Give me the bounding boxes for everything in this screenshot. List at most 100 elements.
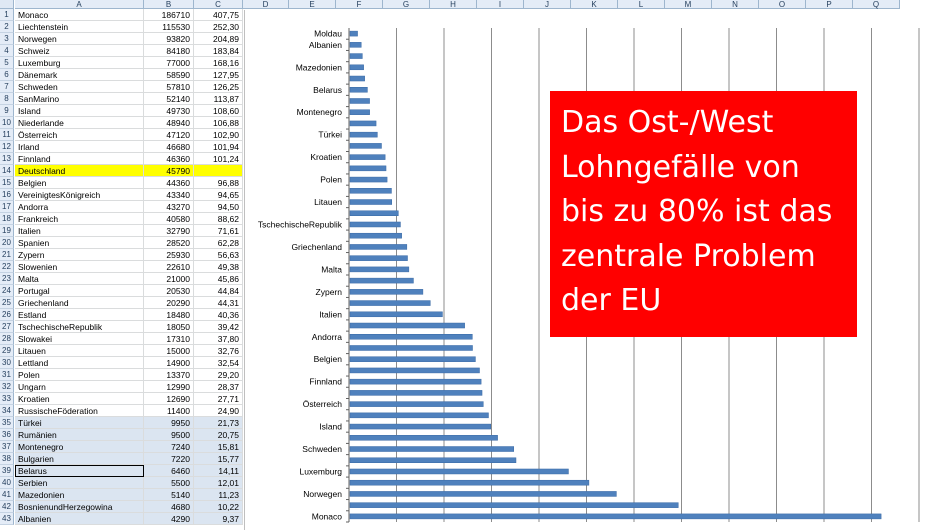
cell-country[interactable]: TschechischeRepublik [15,321,144,333]
cell-country[interactable]: Bulgarien [15,453,144,465]
cell-country[interactable]: Norwegen [15,33,144,45]
cell-country[interactable]: Spanien [15,237,144,249]
cell-income[interactable]: 13370 [144,369,194,381]
cell-percent[interactable]: 62,28 [194,237,243,249]
cell-percent[interactable]: 14,11 [194,465,243,477]
column-header-f[interactable]: F [336,0,383,9]
bar-belarus[interactable] [349,87,368,93]
cell-percent[interactable]: 106,88 [194,117,243,129]
row-header[interactable]: 16 [0,189,14,201]
bar-bosnienundherzegowina[interactable] [349,53,363,59]
cell-country[interactable]: BosnienundHerzegowina [15,501,144,513]
cell-income[interactable]: 45790 [144,165,194,177]
cell-income[interactable]: 17310 [144,333,194,345]
cell-percent[interactable]: 15,77 [194,453,243,465]
row-header[interactable]: 21 [0,249,14,261]
cell-country[interactable]: Estland [15,309,144,321]
bar-spanien[interactable] [349,300,431,306]
cell-income[interactable]: 47120 [144,129,194,141]
column-header-j[interactable]: J [524,0,571,9]
bar-slowenien[interactable] [349,277,414,284]
cell-percent[interactable]: 94,50 [194,201,243,213]
cell-percent[interactable]: 49,38 [194,261,243,273]
bar-monaco[interactable] [349,513,882,520]
bar-albanien[interactable] [349,42,362,48]
cell-country[interactable]: Malta [15,273,144,285]
cell-country[interactable]: Slowakei [15,333,144,345]
cell-country[interactable]: Rumänien [15,429,144,441]
cell-percent[interactable]: 183,84 [194,45,243,57]
column-header-n[interactable]: N [712,0,759,9]
cell-country[interactable]: Belarus [15,465,144,477]
cell-income[interactable]: 7220 [144,453,194,465]
row-header[interactable]: 30 [0,357,14,369]
cell-country[interactable]: Luxemburg [15,57,144,69]
row-header[interactable]: 19 [0,225,14,237]
bar-dänemark[interactable] [349,457,517,463]
bar-ungarn[interactable] [349,165,387,172]
cell-percent[interactable]: 204,89 [194,33,243,45]
row-header[interactable]: 38 [0,453,14,465]
cell-percent[interactable]: 10,22 [194,501,243,513]
cell-percent[interactable]: 45,86 [194,273,243,285]
cell-country[interactable]: Portugal [15,285,144,297]
cell-country[interactable]: Türkei [15,417,144,429]
row-header[interactable]: 4 [0,45,14,57]
column-header-l[interactable]: L [618,0,665,9]
bar-schweiz[interactable] [349,479,590,486]
cell-country[interactable]: Monaco [15,9,144,21]
column-header-e[interactable]: E [289,0,336,9]
bar-serbien[interactable] [349,75,365,82]
row-header[interactable]: 15 [0,177,14,189]
cell-percent[interactable]: 113,87 [194,93,243,105]
row-header[interactable]: 31 [0,369,14,381]
bar-estland[interactable] [349,232,402,239]
bar-polen[interactable] [349,176,388,183]
cell-country[interactable]: Andorra [15,201,144,213]
cell-country[interactable]: Litauen [15,345,144,357]
cell-income[interactable]: 57810 [144,81,194,93]
cell-country[interactable]: Liechtenstein [15,21,144,33]
bar-luxemburg[interactable] [349,468,569,475]
bar-rumänien[interactable] [349,120,377,127]
row-header[interactable]: 24 [0,285,14,297]
row-header[interactable]: 27 [0,321,14,333]
cell-percent[interactable]: 32,76 [194,345,243,357]
cell-income[interactable]: 7240 [144,441,194,453]
cell-income[interactable]: 25930 [144,249,194,261]
bar-kroatien[interactable] [349,154,386,160]
cell-income[interactable]: 43340 [144,189,194,201]
cell-income[interactable]: 15000 [144,345,194,357]
cell-percent[interactable]: 101,94 [194,141,243,153]
bar-liechtenstein[interactable] [349,502,679,508]
cell-percent[interactable]: 21,73 [194,417,243,429]
cell-percent[interactable]: 44,84 [194,285,243,297]
cell-percent[interactable]: 27,71 [194,393,243,405]
cell-country[interactable]: Österreich [15,129,144,141]
column-header-b[interactable]: B [144,0,194,9]
cell-percent[interactable]: 252,30 [194,21,243,33]
cell-income[interactable]: 48940 [144,117,194,129]
cell-percent[interactable]: 40,36 [194,309,243,321]
cell-percent[interactable]: 71,61 [194,225,243,237]
cell-income[interactable]: 5500 [144,477,194,489]
cell-country[interactable]: Kroatien [15,393,144,405]
column-header-c[interactable]: C [194,0,243,9]
cell-percent[interactable]: 108,60 [194,105,243,117]
row-header[interactable]: 8 [0,93,14,105]
cell-income[interactable]: 4290 [144,513,194,525]
cell-income[interactable]: 12990 [144,381,194,393]
bar-malta[interactable] [349,266,410,273]
cell-income[interactable]: 9500 [144,429,194,441]
cell-income[interactable]: 52140 [144,93,194,105]
cell-income[interactable]: 93820 [144,33,194,45]
bar-zypern[interactable] [349,289,424,295]
cell-country[interactable]: Montenegro [15,441,144,453]
cell-percent[interactable]: 12,01 [194,477,243,489]
cell-country[interactable]: Schweden [15,81,144,93]
cell-percent[interactable]: 20,75 [194,429,243,441]
cell-country[interactable]: Zypern [15,249,144,261]
bar-sanmarino[interactable] [349,435,498,441]
cell-percent[interactable]: 168,16 [194,57,243,69]
bar-mazedonien[interactable] [349,64,364,71]
